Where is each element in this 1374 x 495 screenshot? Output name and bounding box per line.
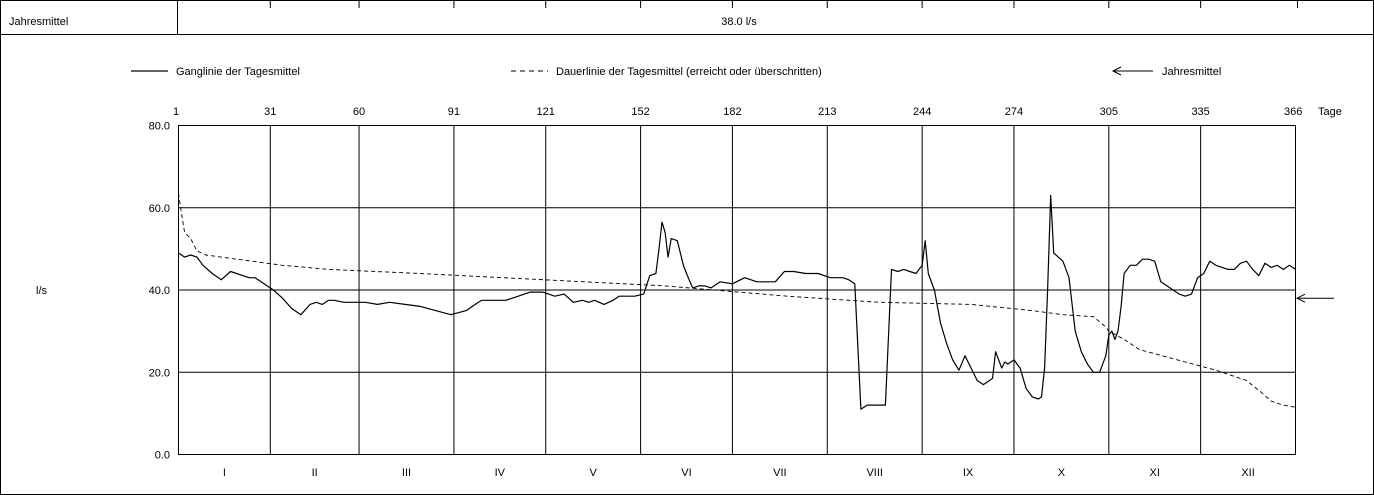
x-tick-label: 335 <box>1191 106 1209 118</box>
month-label: II <box>312 467 318 479</box>
y-tick-label: 80.0 <box>149 121 170 133</box>
y-tick-label: 60.0 <box>149 203 170 215</box>
month-label: I <box>223 467 226 479</box>
y-tick-label: 20.0 <box>149 367 170 379</box>
x-tick-label: 121 <box>537 106 555 118</box>
month-labels: I II III IV V VI VII VIII IX X XI XII <box>223 467 1255 479</box>
x-tick-label: 91 <box>448 106 460 118</box>
x-tick-label: 366 <box>1284 106 1302 118</box>
x-tick-label: 274 <box>1005 106 1023 118</box>
x-tick-label: 182 <box>723 106 741 118</box>
month-label: VI <box>681 467 691 479</box>
x-axis-label: Tage <box>1318 106 1342 118</box>
month-label: V <box>589 467 597 479</box>
y-tick-label: 40.0 <box>149 285 170 297</box>
x-tick-label: 60 <box>353 106 365 118</box>
annual-mean-arrow-head <box>1295 293 1306 303</box>
x-tick-label: 31 <box>264 106 276 118</box>
month-label: IV <box>495 467 506 479</box>
x-tick-label: 213 <box>818 106 836 118</box>
month-label: XI <box>1150 467 1160 479</box>
legend-solid-label: Ganglinie der Tagesmittel <box>176 66 300 78</box>
plot-border <box>178 125 1296 455</box>
header-label: Jahresmittel <box>9 16 68 28</box>
x-tick-label: 1 <box>173 106 179 118</box>
legend-dashed-label: Dauerlinie der Tagesmittel (erreicht ode… <box>556 66 822 78</box>
x-tick-label: 305 <box>1100 106 1118 118</box>
top-row-ticks <box>269 0 1298 8</box>
y-tick-label: 0.0 <box>155 450 170 462</box>
legend-arrow-head <box>1111 66 1122 76</box>
y-axis-label: l/s <box>36 285 48 297</box>
month-label: III <box>402 467 411 479</box>
duration-curve-line <box>178 193 1296 408</box>
month-label: X <box>1058 467 1066 479</box>
x-top-tick-labels: 1 31 60 91 121 152 182 213 244 274 305 335 366 <box>173 106 1302 118</box>
month-label: VII <box>773 467 786 479</box>
month-label: XII <box>1241 467 1254 479</box>
x-tick-label: 152 <box>631 106 649 118</box>
month-label: VIII <box>866 467 883 479</box>
x-tick-label: 244 <box>913 106 931 118</box>
series-lines <box>178 193 1296 410</box>
legend-arrow-label: Jahresmittel <box>1162 66 1221 78</box>
hydrograph-line <box>178 194 1296 410</box>
header-value: 38.0 l/s <box>721 16 757 28</box>
month-label: IX <box>963 467 974 479</box>
y-tick-labels: 0.0 20.0 40.0 60.0 80.0 <box>149 121 170 462</box>
plot-grid <box>178 125 1296 455</box>
